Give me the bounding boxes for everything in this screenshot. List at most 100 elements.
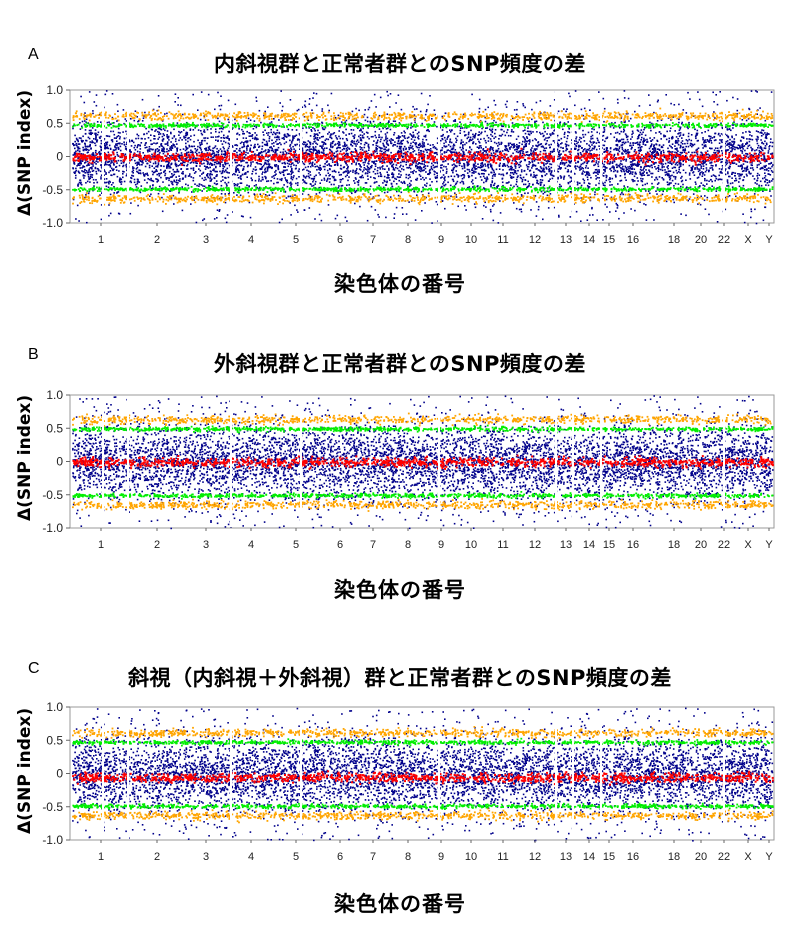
x-tick-label: 15	[603, 851, 615, 863]
threshold-95-line	[72, 424, 774, 434]
scatter-plot: 1.00.50-0.5-1.01 2 3 4 5 6 7 8 9 10 11 12 13 14 15 16 18…	[42, 83, 775, 246]
chromosome-gap	[230, 708, 232, 839]
y-tick-label: 0	[56, 150, 63, 164]
y-tick-label: -0.5	[42, 800, 63, 814]
chromosome-gap	[600, 708, 602, 839]
x-tick-label: 10	[465, 234, 477, 246]
x-tick-label: 18	[668, 539, 680, 551]
chromosome-gap	[572, 91, 574, 222]
x-tick-label: 15	[603, 234, 615, 246]
snp-points	[72, 90, 774, 225]
x-tick-label: 10	[465, 539, 477, 551]
threshold-99-line	[72, 107, 774, 124]
chromosome-gap	[127, 91, 129, 222]
x-tick-label: 14	[583, 851, 595, 863]
panel-a: A 内斜視群と正常者群とのSNP頻度の差 Δ(SNP index) 1.0 0.5…	[0, 0, 800, 312]
x-tick-label: X	[744, 851, 752, 863]
y-tick-label: -1.0	[42, 216, 63, 230]
chromosome-gap	[572, 708, 574, 839]
x-tick-label: 20	[695, 539, 707, 551]
chromosome-gap	[555, 708, 557, 839]
x-tick-label: 2	[154, 539, 160, 551]
y-tick-label: 0	[56, 767, 63, 781]
x-tick-label: 8	[405, 851, 411, 863]
scatter-plot: 1.00.50-0.5-1.01 2 3 4 5 6 7 8 9 10 11 12 13 14 15 16 18…	[42, 700, 775, 863]
x-tick-label: 7	[370, 851, 376, 863]
y-tick-label: -0.5	[42, 488, 63, 502]
chromosome-gap	[300, 708, 302, 839]
x-tick-label: 2	[154, 851, 160, 863]
x-tick-label: Y	[765, 851, 773, 863]
x-tick-label: 12	[529, 234, 541, 246]
x-tick-label: 13	[560, 234, 572, 246]
chromosome-gap	[230, 91, 232, 222]
panel-letter: A	[28, 46, 39, 64]
x-tick-label: 11	[497, 234, 508, 246]
x-tick-label: 14	[583, 539, 595, 551]
sliding-mean-line	[72, 770, 774, 786]
x-tick-label: 15	[603, 539, 615, 551]
x-tick-label: 20	[695, 851, 707, 863]
x-tick-label: 7	[370, 539, 376, 551]
x-tick-label: X	[744, 234, 752, 246]
chromosome-gap	[230, 396, 232, 527]
x-tick-label: 9	[438, 539, 444, 551]
chromosome-gap	[438, 708, 440, 839]
x-tick-label: 3	[203, 539, 209, 551]
x-tick-label: 1	[98, 851, 104, 863]
x-tick-label: 9	[438, 234, 444, 246]
x-tick-label: 5	[293, 539, 299, 551]
panel-letter: C	[28, 660, 40, 678]
chromosome-gap	[723, 396, 725, 527]
x-tick-label: 5	[293, 234, 299, 246]
y-tick-label: 0.5	[46, 116, 63, 130]
chart-title: 外斜視群と正常者群とのSNP頻度の差	[0, 348, 800, 378]
x-tick-label: 6	[337, 234, 343, 246]
y-tick-label: -1.0	[42, 521, 63, 535]
x-tick-label: 4	[248, 539, 254, 551]
x-tick-label: 11	[497, 539, 508, 551]
chromosome-gap	[600, 91, 602, 222]
chromosome-gap	[572, 396, 574, 527]
x-tick-label: 18	[668, 851, 680, 863]
x-tick-label: 11	[497, 851, 508, 863]
x-tick-label: 22	[718, 851, 730, 863]
threshold-99-line	[72, 726, 774, 741]
x-tick-label: Y	[765, 539, 773, 551]
y-tick-label: 0.5	[46, 421, 63, 435]
chart-title: 斜視（内斜視＋外斜視）群と正常者群とのSNP頻度の差	[0, 662, 800, 692]
x-tick-label: 13	[560, 539, 572, 551]
x-tick-label: 12	[529, 539, 541, 551]
x-tick-label: 4	[248, 234, 254, 246]
x-tick-label: 4	[248, 851, 254, 863]
chromosome-gap	[300, 91, 302, 222]
threshold-99-line	[72, 807, 774, 824]
x-tick-label: 16	[627, 234, 639, 246]
panel-letter: B	[28, 346, 39, 364]
x-tick-label: X	[744, 539, 752, 551]
x-axis-label: 染色体の番号	[0, 574, 800, 604]
x-tick-label: 3	[203, 851, 209, 863]
y-tick-label: -1.0	[42, 833, 63, 847]
threshold-99-line	[72, 412, 772, 427]
x-tick-label: 14	[583, 234, 595, 246]
threshold-95-line	[72, 185, 774, 194]
panel-b: B 外斜視群と正常者群とのSNP頻度の差 Δ(SNP index) 1.0 0.5…	[0, 312, 800, 624]
x-tick-label: 1	[98, 539, 104, 551]
chromosome-gap	[723, 708, 725, 839]
chart-title: 内斜視群と正常者群とのSNP頻度の差	[0, 48, 800, 78]
x-tick-label: 16	[627, 851, 639, 863]
scatter-plot: 1.00.50-0.5-1.01 2 3 4 5 6 7 8 9 10 11 12 13 14 15 16 18…	[42, 388, 775, 551]
threshold-95-line	[72, 121, 774, 129]
x-tick-label: 22	[718, 539, 730, 551]
chromosome-gap	[600, 396, 602, 527]
chromosome-gap	[127, 396, 129, 527]
x-tick-label: 1	[98, 234, 104, 246]
x-tick-label: 9	[438, 851, 444, 863]
sliding-mean-line	[72, 454, 774, 470]
chromosome-gap	[102, 396, 104, 527]
y-tick-label: 0.5	[46, 733, 63, 747]
x-tick-label: 6	[337, 851, 343, 863]
x-tick-label: Y	[765, 234, 773, 246]
y-tick-label: 1.0	[46, 388, 63, 402]
